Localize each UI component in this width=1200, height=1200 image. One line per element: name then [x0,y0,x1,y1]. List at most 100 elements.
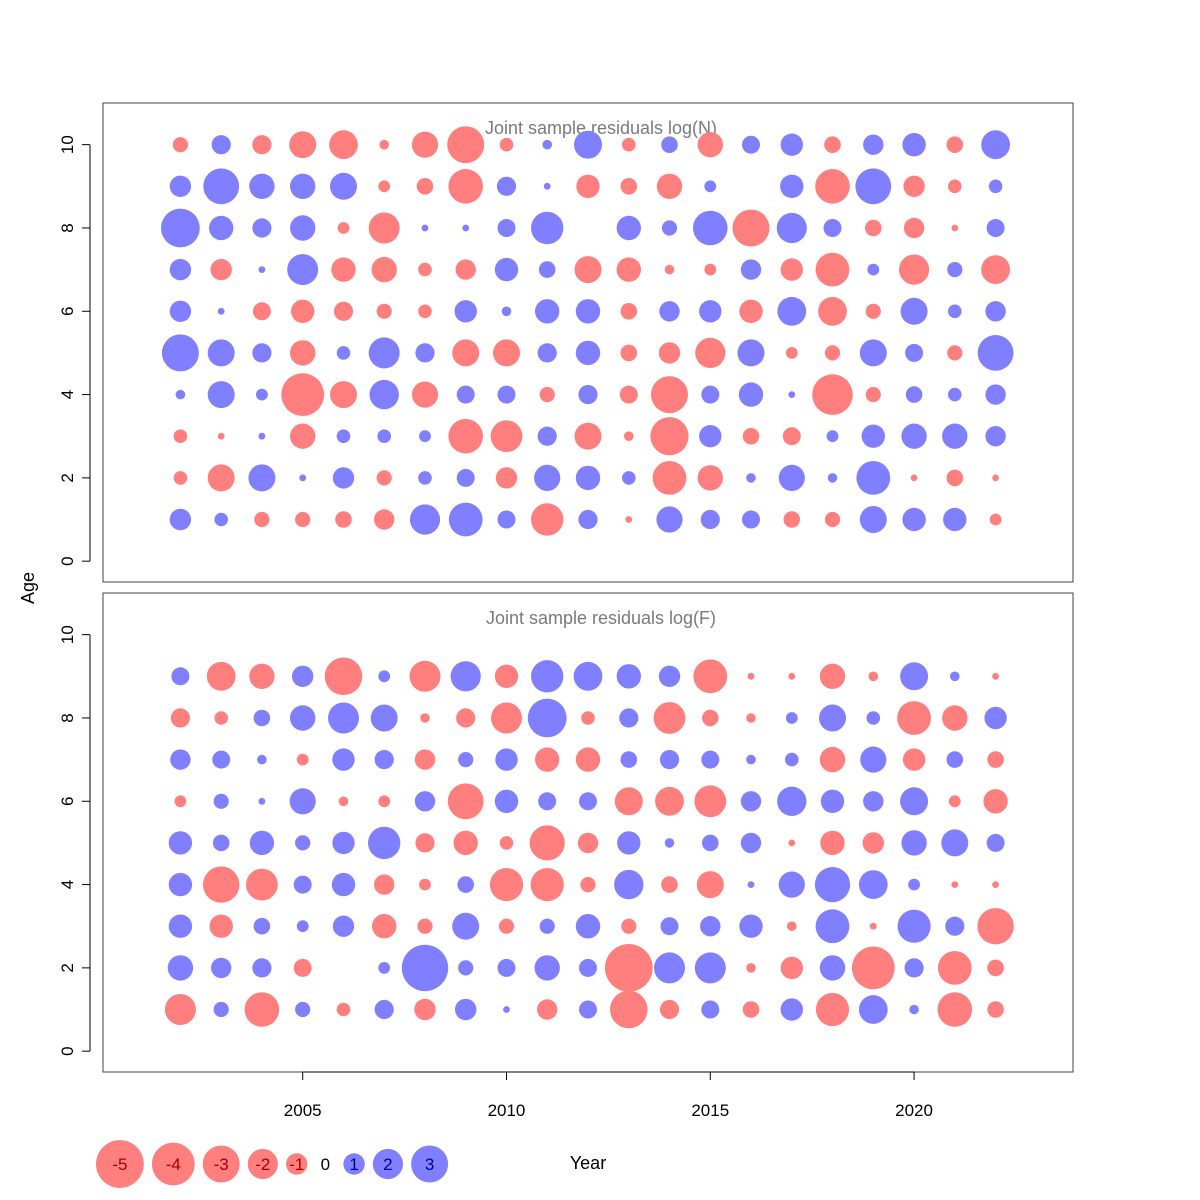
residual-bubble [897,909,931,943]
residual-bubble [738,382,764,407]
residual-bubble [987,751,1004,768]
residual-bubble [616,664,641,689]
residual-bubble [777,786,807,816]
residual-bubble [869,922,877,930]
residual-bubble [865,387,881,403]
y-tick-label: 2 [58,473,77,482]
residual-bubble [254,511,270,528]
residual-bubble [454,300,477,323]
residual-bubble [987,1001,1004,1018]
residual-bubble [448,502,483,537]
y-tick-label: 4 [58,880,77,889]
residual-bubble [329,130,358,160]
residual-bubble [527,698,567,738]
residual-bubble [577,832,599,854]
residual-bubble [780,998,803,1021]
residual-bubble [739,299,763,323]
legend-label: 0 [321,1155,330,1174]
residual-bubble [905,386,923,403]
residual-bubble [824,511,841,528]
residual-bubble [653,702,686,734]
residual-bubble [378,670,391,683]
residual-bubble [858,995,888,1024]
residual-bubble [299,474,307,482]
legend-bubble [96,1140,144,1188]
residual-bubble [787,921,797,931]
residual-bubble [331,872,356,897]
residual-bubble [497,219,516,237]
residual-bubble [661,136,678,153]
residual-bubble [338,796,349,807]
residual-bubble [575,747,601,772]
residual-bubble [696,871,724,899]
residual-bubble [168,914,193,938]
residual-bubble [421,224,429,232]
residual-bubble [747,881,755,888]
residual-bubble [992,672,999,680]
residual-bubble [374,509,395,530]
residual-bubble [951,224,959,232]
panel-log-n-frame [102,102,1074,583]
residual-bubble [462,224,470,232]
residual-bubble [290,423,316,449]
residual-bubble [324,657,363,696]
residual-bubble [376,303,392,319]
residual-bubble [859,339,887,367]
y-tick-label: 0 [58,1046,77,1055]
residual-bubble [783,511,801,528]
residual-bubble [697,465,723,491]
residual-bubble [815,909,850,944]
residual-bubble [695,337,726,368]
residual-bubble [252,958,272,978]
residual-bubble [658,665,681,687]
legend-bubble [202,1145,240,1183]
residual-bubble [290,173,316,199]
residual-bubble [417,918,433,934]
residual-bubble [248,464,276,492]
residual-bubble [868,671,879,682]
residual-bubble [661,220,678,236]
residual-bubble [170,708,190,728]
residual-bubble [815,169,850,204]
residual-bubble [824,345,841,361]
residual-bubble [497,510,516,529]
residual-bubble [945,916,965,936]
residual-bubble [411,131,439,158]
residual-bubble [499,137,514,152]
residual-bubble [908,878,920,891]
residual-bubble [776,212,807,244]
residual-bubble [902,133,926,157]
residual-bubble [619,385,638,404]
x-tick-label: 2010 [488,1101,526,1120]
panel-log-n-bubbles [161,126,1014,537]
residual-bubble [778,464,805,491]
residual-bubble [416,178,434,195]
residual-bubble [780,133,803,156]
residual-bubble [378,795,391,808]
panel-log-f-y-axis: 0 2 4 6 8 10 [58,625,91,1056]
residual-bubble [332,467,355,489]
residual-bubble [217,432,225,440]
residual-bubble [900,787,929,816]
residual-bubble [401,944,449,992]
residual-bubble [785,752,799,767]
residual-bubble [252,343,272,363]
residual-bubble [948,387,962,402]
residual-bubble [332,915,355,937]
residual-bubble [656,173,683,199]
residual-bubble [336,346,351,360]
residual-bubble [374,874,395,895]
legend-label: -3 [214,1155,229,1174]
residual-bubble [172,137,188,153]
residual-bubble [616,257,641,282]
bubble-size-legend: -5 -4 -3 -2 -1 0 1 2 3 [96,1140,449,1188]
residual-bubble [620,344,638,362]
residual-bubble [529,825,565,861]
residual-bubble [992,881,999,888]
residual-bubble [295,835,311,851]
residual-bubble [448,169,484,204]
residual-bubble [535,299,560,324]
residual-bubble [257,754,267,765]
residual-bubble [378,962,391,974]
residual-bubble [702,834,719,852]
